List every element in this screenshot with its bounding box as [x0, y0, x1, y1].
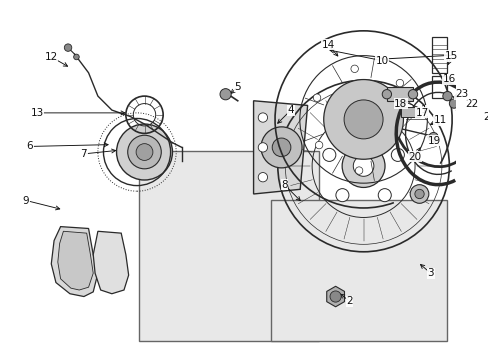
Circle shape	[329, 291, 341, 302]
Circle shape	[64, 44, 72, 51]
Bar	[271, 200, 446, 341]
Circle shape	[409, 185, 428, 203]
Circle shape	[344, 100, 382, 139]
Text: 11: 11	[432, 115, 446, 125]
Circle shape	[313, 94, 320, 102]
Circle shape	[377, 189, 390, 202]
Bar	[431, 76, 446, 98]
Text: 18: 18	[393, 99, 407, 109]
Text: 6: 6	[26, 141, 33, 152]
Text: 13: 13	[31, 108, 44, 118]
Polygon shape	[58, 231, 93, 290]
Circle shape	[428, 132, 437, 142]
Circle shape	[136, 144, 153, 161]
Polygon shape	[253, 101, 307, 194]
Circle shape	[356, 123, 369, 136]
Text: 14: 14	[321, 40, 334, 50]
Circle shape	[395, 79, 403, 87]
Circle shape	[258, 143, 267, 152]
Text: 19: 19	[427, 136, 440, 146]
Circle shape	[74, 54, 79, 60]
Circle shape	[127, 135, 161, 169]
Circle shape	[220, 89, 231, 100]
Text: 17: 17	[415, 108, 428, 118]
Circle shape	[442, 91, 451, 101]
Circle shape	[315, 141, 322, 149]
Circle shape	[382, 90, 391, 99]
Circle shape	[342, 145, 384, 188]
Text: 20: 20	[407, 152, 421, 162]
Bar	[386, 87, 412, 101]
Text: 22: 22	[464, 99, 477, 109]
Text: 5: 5	[234, 82, 241, 92]
Circle shape	[407, 90, 417, 99]
Polygon shape	[93, 231, 128, 294]
Circle shape	[272, 138, 290, 157]
Circle shape	[258, 172, 267, 182]
Circle shape	[116, 124, 172, 180]
Text: 9: 9	[23, 195, 29, 206]
Text: 1: 1	[420, 105, 427, 115]
Text: 8: 8	[281, 180, 287, 190]
Text: 15: 15	[444, 51, 457, 61]
Text: 21: 21	[482, 112, 488, 122]
Circle shape	[355, 167, 362, 174]
Circle shape	[323, 80, 403, 159]
Text: 7: 7	[81, 149, 87, 159]
Circle shape	[352, 156, 373, 176]
Text: 2: 2	[346, 296, 352, 306]
Text: 4: 4	[287, 105, 294, 115]
Text: 23: 23	[454, 89, 467, 99]
Text: 16: 16	[442, 74, 455, 84]
Circle shape	[322, 148, 335, 161]
Polygon shape	[51, 226, 98, 297]
Circle shape	[414, 189, 423, 199]
Circle shape	[335, 189, 348, 202]
Bar	[431, 37, 446, 73]
Bar	[400, 107, 419, 117]
Text: 3: 3	[427, 268, 433, 278]
Circle shape	[448, 99, 458, 108]
Text: 12: 12	[44, 52, 58, 62]
Circle shape	[258, 113, 267, 122]
Bar	[139, 152, 319, 341]
Circle shape	[390, 148, 404, 161]
Circle shape	[350, 65, 358, 73]
Circle shape	[261, 127, 302, 168]
Text: 10: 10	[375, 56, 388, 66]
